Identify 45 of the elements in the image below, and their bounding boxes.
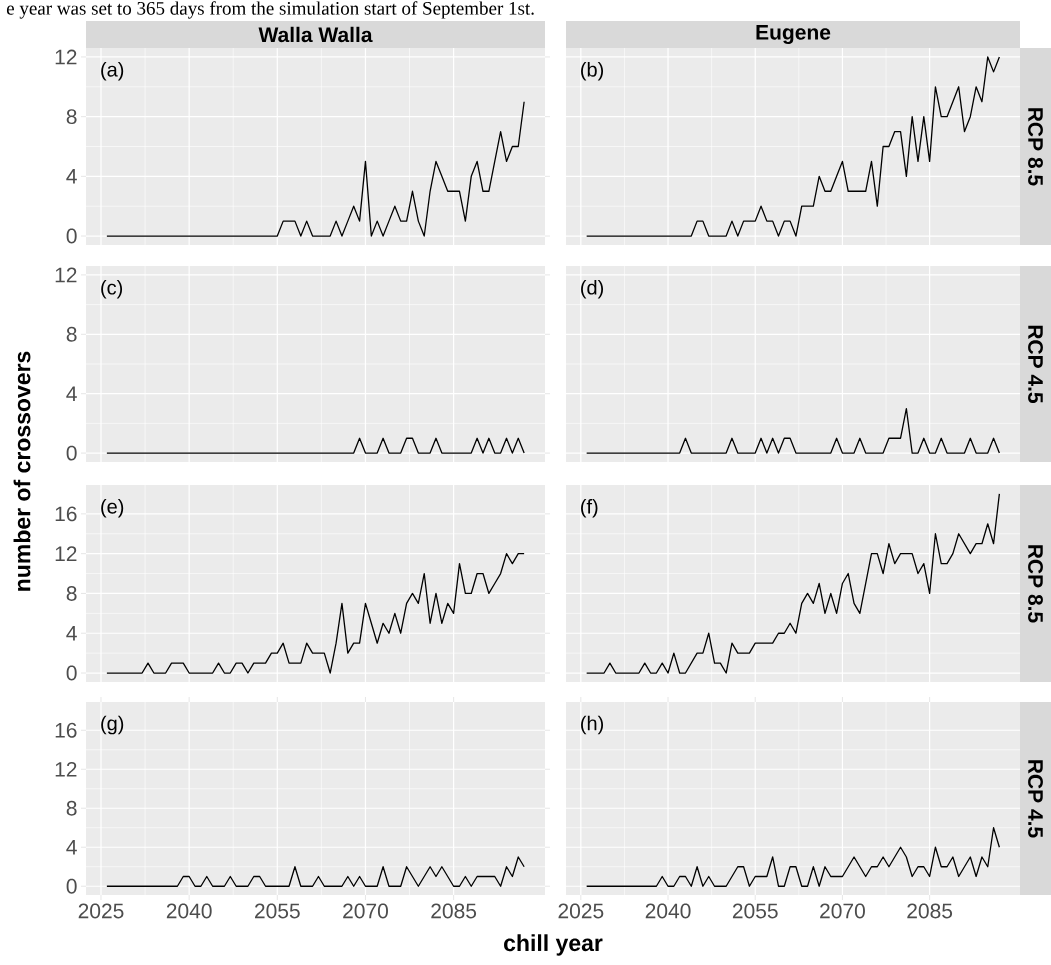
y-tick-label: 8 bbox=[66, 326, 77, 342]
y-tick-label: 8 bbox=[66, 586, 77, 601]
y-tick-label: 8 bbox=[66, 109, 77, 125]
annotation: (g) bbox=[101, 715, 124, 735]
chart-title: Eugene bbox=[756, 25, 831, 44]
y-tick-label: 4 bbox=[66, 626, 77, 641]
chart-title: Walla Walla bbox=[258, 26, 373, 43]
x-tick-label: 2055 bbox=[732, 903, 778, 919]
y-tick-label: 0 bbox=[66, 665, 77, 681]
y-tick-label: 4 bbox=[66, 386, 77, 401]
y2-axis-title: RCP 8.5 bbox=[1028, 545, 1043, 623]
y-tick-label: 8 bbox=[66, 800, 77, 816]
text: e year was set to 365 days from the simulation start of September 1st. bbox=[6, 1, 534, 19]
y-tick-label: 4 bbox=[66, 169, 77, 184]
x-tick-label: 2025 bbox=[558, 903, 604, 919]
y-axis-title: number of crossovers bbox=[13, 351, 31, 591]
x-tick-label: 2070 bbox=[343, 903, 388, 919]
y2-axis-title: RCP 4.5 bbox=[1028, 760, 1043, 838]
y-tick-label: 12 bbox=[55, 761, 77, 777]
x-tick-label: 2085 bbox=[907, 903, 953, 919]
annotation: (e) bbox=[101, 498, 124, 518]
annotation: (d) bbox=[581, 279, 604, 299]
x-tick-label: 2025 bbox=[78, 903, 124, 919]
y-tick-label: 0 bbox=[66, 445, 77, 461]
x-axis-title: chill year bbox=[504, 934, 603, 956]
x-tick-label: 2055 bbox=[255, 903, 300, 919]
y-tick-label: 0 bbox=[66, 228, 77, 244]
y-tick-label: 12 bbox=[55, 267, 77, 283]
annotation: (c) bbox=[101, 279, 123, 299]
y-tick-label: 16 bbox=[55, 506, 77, 522]
y2-axis-title: RCP 4.5 bbox=[1028, 325, 1043, 404]
annotation: (f) bbox=[581, 498, 598, 518]
y-tick-label: 0 bbox=[66, 878, 77, 894]
annotation: (a) bbox=[101, 61, 124, 81]
y-tick-label: 12 bbox=[55, 546, 77, 561]
x-tick-label: 2040 bbox=[645, 903, 691, 919]
y-tick-label: 4 bbox=[66, 840, 77, 855]
y-tick-label: 16 bbox=[55, 722, 77, 738]
y-tick-label: 12 bbox=[55, 49, 77, 65]
annotation: (h) bbox=[581, 715, 604, 735]
annotation: (b) bbox=[581, 61, 604, 81]
y2-axis-title: RCP 8.5 bbox=[1028, 108, 1043, 186]
x-tick-label: 2040 bbox=[166, 903, 212, 919]
x-tick-label: 2085 bbox=[431, 903, 477, 919]
x-tick-label: 2070 bbox=[820, 903, 865, 919]
